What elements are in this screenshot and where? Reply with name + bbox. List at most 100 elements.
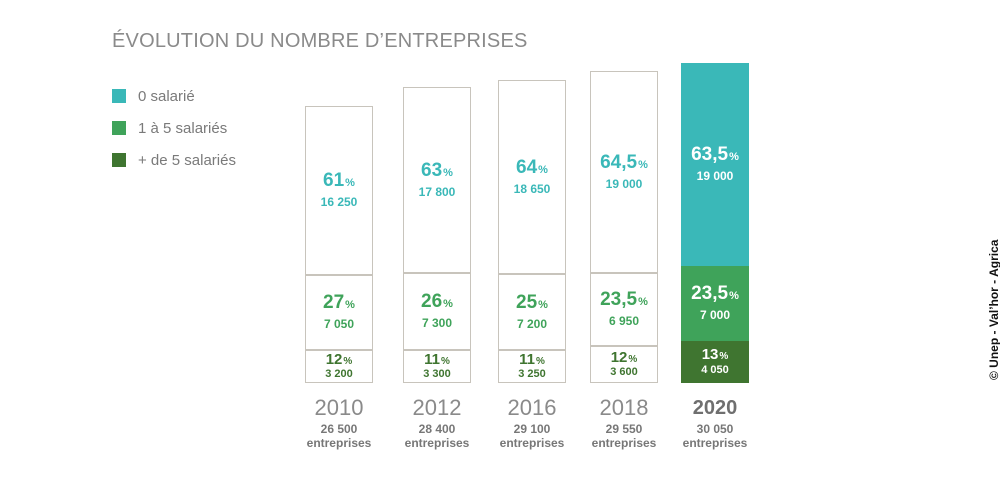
percent-label: 25% (516, 291, 548, 314)
bar-segment: 25% 7 200 (498, 274, 566, 350)
bar-segment: 61% 16 250 (305, 106, 373, 275)
bar-segment: 13% 4 050 (681, 341, 749, 383)
percent-value: 12 (325, 350, 343, 368)
percent-sign: % (719, 351, 729, 363)
count-label: 7 300 (421, 316, 453, 331)
count-label: 3 300 (423, 368, 451, 381)
bar-segment: 27% 7 050 (305, 275, 373, 350)
count-label: 6 950 (608, 314, 640, 329)
legend: 0 salarié 1 à 5 salariés + de 5 salariés (112, 80, 236, 176)
total-unit: entreprises (306, 436, 372, 451)
bar-segment: 64% 18 650 (498, 80, 566, 274)
percent-sign: % (443, 166, 453, 179)
percent-sign: % (440, 355, 450, 367)
percent-value: 27 (323, 292, 345, 314)
chart-title: ÉVOLUTION DU NOMBRE D’ENTREPRISES (112, 30, 528, 52)
percent-value: 25 (516, 291, 538, 313)
percent-sign: % (343, 355, 353, 367)
bar-2012: 11% 3 300 26% 7 300 63% 17 800 (403, 87, 471, 383)
percent-value: 61 (323, 170, 345, 192)
bar-segment: 63% 17 800 (403, 87, 471, 273)
percent-sign: % (538, 163, 548, 176)
bar-segment: 12% 3 600 (590, 346, 658, 383)
count-label: 3 250 (518, 368, 546, 381)
percent-label: 12% (611, 349, 638, 367)
percent-value: 23,5 (600, 289, 638, 311)
copyright: © Unep - Val’hor - Agrica (987, 239, 1000, 380)
count-label: 7 000 (699, 308, 731, 323)
percent-label: 61% (323, 170, 355, 192)
count-label: 19 000 (696, 169, 734, 184)
total-label: 26 500 entreprises (289, 422, 389, 451)
count-label: 7 200 (516, 316, 548, 331)
count-label: 3 600 (610, 366, 638, 379)
percent-sign: % (638, 296, 648, 309)
total-value: 29 550 (605, 422, 643, 436)
total-unit: entreprises (404, 436, 470, 451)
total-label: 28 400 entreprises (387, 422, 487, 451)
percent-sign: % (345, 177, 355, 190)
percent-value: 13 (701, 346, 719, 364)
percent-value: 63,5 (691, 144, 729, 166)
percent-sign: % (538, 298, 548, 311)
year-label: 2016 (507, 395, 557, 420)
year-label: 2010 (314, 395, 364, 420)
percent-label: 64,5% (600, 151, 648, 174)
percent-label: 23,5% (691, 283, 739, 305)
count-label: 17 800 (418, 184, 456, 199)
bar-segment: 11% 3 300 (403, 350, 471, 383)
percent-sign: % (443, 298, 453, 311)
legend-swatch (112, 153, 126, 167)
percent-sign: % (628, 353, 638, 365)
bar-2016: 11% 3 250 25% 7 200 64% 18 650 (498, 80, 566, 383)
percent-label: 27% (323, 292, 355, 314)
percent-value: 64,5 (600, 151, 638, 173)
percent-label: 64% (516, 156, 548, 179)
count-label: 3 200 (325, 368, 353, 381)
percent-value: 23,5 (691, 283, 729, 305)
total-label: 29 100 entreprises (482, 422, 582, 451)
total-unit: entreprises (682, 436, 748, 451)
legend-item: 1 à 5 salariés (112, 112, 236, 144)
percent-sign: % (535, 355, 545, 367)
percent-label: 63% (421, 160, 453, 182)
percent-label: 63,5% (691, 144, 739, 166)
total-label: 29 550 entreprises (574, 422, 674, 451)
legend-label: 0 salarié (138, 87, 195, 105)
bar-segment: 23,5% 6 950 (590, 273, 658, 346)
bar-2020: 13% 4 050 23,5% 7 000 63,5% 19 000 (681, 63, 749, 383)
legend-item: 0 salarié (112, 80, 236, 112)
percent-value: 64 (516, 156, 538, 178)
bar-segment: 63,5% 19 000 (681, 63, 749, 266)
total-value: 26 500 (320, 422, 358, 436)
percent-label: 11% (424, 351, 450, 369)
percent-sign: % (729, 290, 739, 303)
percent-label: 23,5% (600, 289, 648, 311)
total-value: 29 100 (513, 422, 551, 436)
bar-2018: 12% 3 600 23,5% 6 950 64,5% 19 000 (590, 71, 658, 383)
bar-segment: 12% 3 200 (305, 350, 373, 383)
total-value: 30 050 (696, 422, 734, 436)
percent-label: 12% (325, 350, 353, 369)
percent-label: 26% (421, 291, 453, 313)
total-unit: entreprises (591, 436, 657, 451)
year-label: 2012 (412, 395, 462, 420)
percent-value: 11 (519, 350, 535, 368)
legend-label: 1 à 5 salariés (138, 119, 228, 137)
bar-segment: 64,5% 19 000 (590, 71, 658, 273)
bar-segment: 26% 7 300 (403, 273, 471, 350)
count-label: 7 050 (323, 317, 355, 332)
bar-2010: 12% 3 200 27% 7 050 61% 16 250 (305, 106, 373, 383)
count-label: 4 050 (701, 363, 729, 376)
percent-sign: % (638, 158, 648, 171)
percent-sign: % (729, 151, 739, 164)
percent-label: 13% (702, 347, 729, 364)
count-label: 18 650 (513, 181, 551, 196)
year-label: 2018 (599, 395, 649, 420)
total-value: 28 400 (418, 422, 456, 436)
total-label: 30 050 entreprises (665, 422, 765, 451)
total-unit: entreprises (499, 436, 565, 451)
percent-sign: % (345, 299, 355, 312)
count-label: 16 250 (320, 195, 358, 210)
legend-item: + de 5 salariés (112, 144, 236, 176)
